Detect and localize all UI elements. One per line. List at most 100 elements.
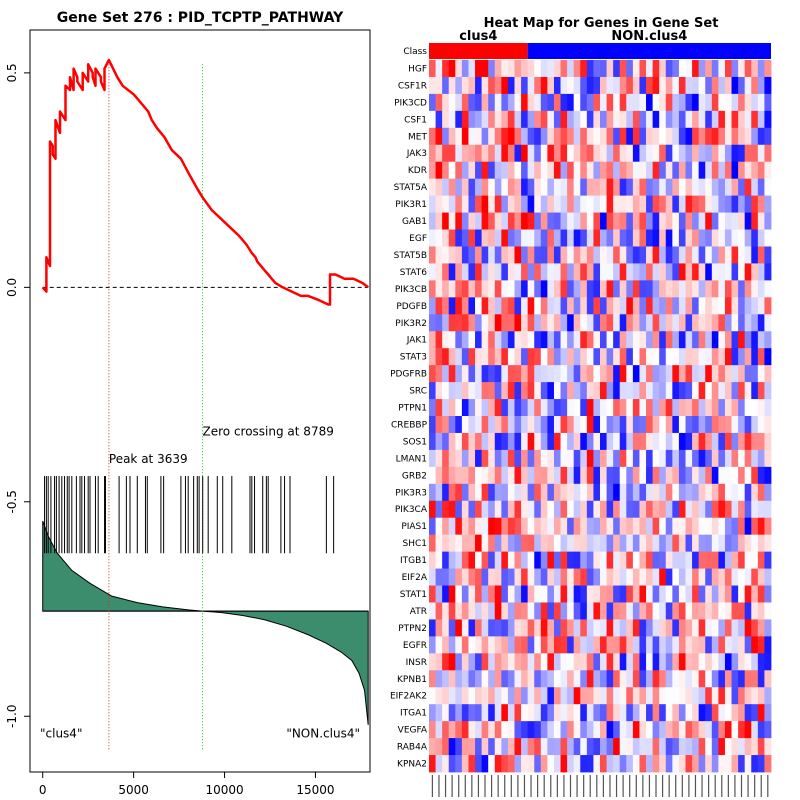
heatmap-cell [448, 755, 456, 773]
heatmap-cell [738, 602, 746, 620]
heatmap-cell [475, 297, 483, 315]
heatmap-cell [744, 93, 752, 112]
heatmap-cell [455, 568, 463, 586]
heatmap-cell [652, 670, 660, 688]
heatmap-cell [724, 619, 732, 637]
heatmap-cell [507, 60, 515, 78]
heatmap-cell [738, 466, 746, 485]
heatmap-cell [731, 280, 739, 298]
heatmap-cell [429, 314, 436, 332]
heatmap-cell [573, 161, 581, 180]
heatmap-cell [731, 466, 739, 485]
heatmap-cell [475, 110, 483, 129]
heatmap-cell [527, 246, 535, 264]
heatmap-cell [639, 60, 647, 78]
heatmap-cell [744, 500, 752, 519]
heatmap-cell [586, 263, 594, 281]
heatmap-cell [646, 60, 654, 78]
heatmap-cell [626, 551, 634, 569]
heatmap-cell [507, 399, 515, 417]
heatmap-cell [573, 314, 581, 332]
heatmap-cell [659, 517, 667, 536]
heatmap-cell [494, 178, 502, 197]
heatmap-cell [501, 195, 509, 213]
gene-label: PTPN2 [398, 624, 427, 634]
gene-label: STAT3 [400, 353, 427, 363]
heatmap-cell [475, 568, 483, 586]
heatmap-cell [705, 229, 713, 247]
heatmap-cell [507, 280, 515, 298]
heatmap-cell [705, 585, 713, 603]
heatmap-cell [613, 212, 621, 230]
heatmap-cell [461, 331, 469, 349]
gene-label: CREBBP [391, 420, 428, 430]
heatmap-cell [468, 382, 476, 400]
heatmap-cell [448, 738, 456, 756]
heatmap-cell [501, 738, 509, 756]
heatmap-cell [646, 229, 654, 247]
heatmap-cell [527, 517, 535, 536]
heatmap-cell [619, 263, 627, 281]
heatmap-cell [751, 280, 759, 298]
heatmap-cell [705, 670, 713, 688]
heatmap-cell [718, 534, 726, 553]
heatmap-cell [692, 483, 700, 502]
running-es-line [41, 58, 369, 306]
sample-label-glyph [530, 775, 532, 797]
heatmap-cell [738, 534, 746, 553]
heatmap-cell [560, 365, 568, 383]
heatmap-cell [540, 246, 548, 264]
heatmap-cell [751, 551, 759, 569]
heatmap-cell [468, 297, 476, 315]
heatmap-cell [764, 246, 772, 264]
heatmap-cell [606, 653, 614, 671]
heatmap-cell [435, 500, 443, 519]
heatmap-cell [553, 399, 561, 417]
heatmap-cell [507, 687, 515, 705]
heatmap-cell [448, 382, 456, 400]
heatmap-cell [560, 416, 568, 434]
heatmap-cell [613, 229, 621, 247]
heatmap-cell [547, 314, 555, 332]
heatmap-cell [678, 365, 686, 383]
heatmap-cell [613, 280, 621, 298]
heatmap-cell [600, 280, 607, 298]
heatmap-cell [652, 195, 660, 213]
heatmap-cell [678, 636, 686, 654]
heatmap-cell [698, 602, 706, 620]
heatmap-cell [632, 263, 640, 281]
heatmap-cell [757, 263, 765, 281]
heatmap-cell [448, 466, 456, 485]
heatmap-cell [619, 416, 627, 434]
heatmap-cell [567, 246, 575, 264]
heatmap-cell [672, 144, 680, 163]
heatmap-cell [757, 60, 765, 78]
heatmap-cell [573, 110, 581, 129]
heatmap-cell [507, 348, 515, 366]
heatmap-cell [764, 110, 772, 129]
heatmap-cell [442, 551, 450, 569]
heatmap-cell [659, 602, 667, 620]
heatmap-cell [488, 483, 496, 502]
heatmap-cell [455, 399, 463, 417]
heatmap-cell [652, 704, 660, 722]
heatmap-cell [442, 483, 450, 502]
heatmap-cell [448, 246, 456, 264]
heatmap-cell [711, 382, 719, 400]
heatmap-cell [540, 195, 548, 213]
heatmap-cell [652, 551, 660, 569]
sample-label-glyph [740, 775, 743, 797]
heatmap-cell [619, 585, 627, 603]
heatmap-cell [461, 670, 469, 688]
heatmap-cell [560, 517, 568, 536]
heatmap-cell [514, 721, 522, 739]
heatmap-cell [573, 466, 581, 485]
heatmap-cell [606, 348, 614, 366]
heatmap-cell [547, 755, 555, 773]
heatmap-cell [593, 195, 601, 213]
heatmap-cell [573, 721, 581, 739]
heatmap-cell [593, 483, 601, 502]
heatmap-cell [652, 314, 660, 332]
heatmap-cell [672, 195, 680, 213]
heatmap-cell [639, 416, 647, 434]
